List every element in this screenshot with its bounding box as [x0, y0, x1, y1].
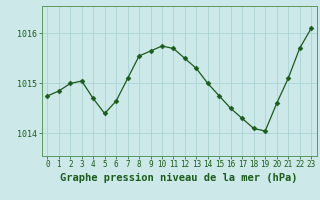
X-axis label: Graphe pression niveau de la mer (hPa): Graphe pression niveau de la mer (hPa): [60, 173, 298, 183]
